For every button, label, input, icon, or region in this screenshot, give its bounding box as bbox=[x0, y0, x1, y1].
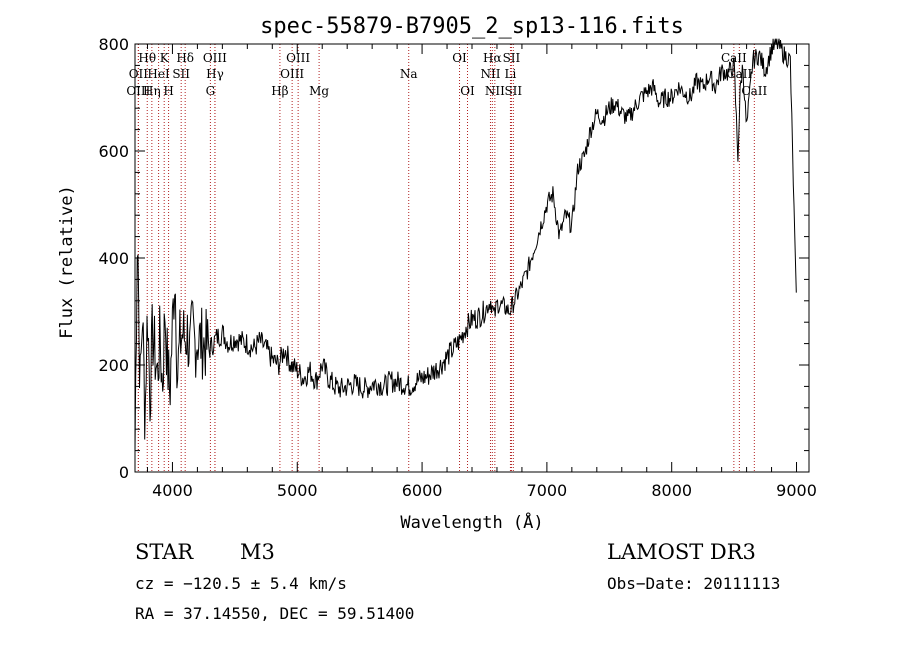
y-tick-label: 200 bbox=[98, 356, 129, 375]
line-label: Hβ bbox=[271, 84, 288, 98]
chart-title: spec-55879-B7905_2_sp13-116.fits bbox=[260, 14, 684, 39]
line-label: OI bbox=[452, 51, 467, 65]
x-axis-ticks: 4000 5000 6000 7000 8000 9000 bbox=[146, 44, 817, 500]
line-label: OIII bbox=[286, 51, 310, 65]
obs-date-text: Obs−Date: 20111113 bbox=[607, 574, 781, 593]
x-tick-label: 5000 bbox=[277, 481, 318, 500]
line-label: SII bbox=[503, 51, 521, 65]
line-label: Hδ bbox=[176, 51, 194, 65]
y-tick-label: 0 bbox=[119, 463, 129, 482]
line-label: Hη bbox=[143, 84, 161, 98]
line-label: Hα bbox=[483, 51, 502, 65]
y-tick-label: 800 bbox=[98, 35, 129, 54]
y-tick-label: 400 bbox=[98, 249, 129, 268]
line-label: OIII bbox=[203, 51, 227, 65]
line-label: OIII bbox=[126, 84, 150, 98]
spectrum-line bbox=[134, 38, 797, 452]
line-label: Hγ bbox=[206, 67, 224, 81]
x-tick-label: 7000 bbox=[527, 481, 568, 500]
line-label: CaII bbox=[741, 84, 767, 98]
line-label: NII bbox=[485, 84, 505, 98]
redshift-text: cz = −120.5 ± 5.4 km/s bbox=[135, 574, 347, 593]
emission-line-markers bbox=[137, 44, 755, 472]
spectrum-series bbox=[134, 38, 797, 452]
line-label: OII bbox=[129, 67, 149, 81]
y-tick-label: 600 bbox=[98, 142, 129, 161]
line-label: OI bbox=[460, 84, 475, 98]
object-subclass: M3 bbox=[240, 540, 275, 564]
line-label: SII bbox=[504, 84, 522, 98]
x-tick-label: 9000 bbox=[776, 481, 817, 500]
line-label: Na bbox=[400, 67, 418, 81]
x-tick-label: 6000 bbox=[402, 481, 443, 500]
plot-frame bbox=[134, 43, 810, 473]
x-axis-label: Wavelength (Å) bbox=[400, 511, 543, 533]
line-label: K bbox=[160, 51, 170, 65]
coordinates-text: RA = 37.14550, DEC = 59.51400 bbox=[135, 604, 415, 623]
line-label: SII bbox=[172, 67, 190, 81]
line-label: Mg bbox=[309, 84, 329, 98]
line-label: OIII bbox=[280, 67, 304, 81]
line-label: Hθ bbox=[138, 51, 156, 65]
line-label: G bbox=[206, 84, 216, 98]
line-label: CaII bbox=[726, 67, 752, 81]
line-label: NII bbox=[480, 67, 500, 81]
x-tick-label: 4000 bbox=[152, 481, 193, 500]
line-label: Li bbox=[505, 67, 517, 81]
y-axis-label: Flux (relative) bbox=[57, 185, 77, 339]
y-axis-ticks: 0 200 400 600 800 bbox=[98, 35, 809, 482]
x-tick-label: 8000 bbox=[651, 481, 692, 500]
survey-name: LAMOST DR3 bbox=[607, 540, 756, 564]
line-label: HeI bbox=[147, 67, 170, 81]
emission-line-labels: HθOIIOIIIHηHeIKHSIIHδGOIIIHγHβOIIIOIIIMg… bbox=[126, 51, 767, 98]
line-label: H bbox=[163, 84, 173, 98]
object-class: STAR bbox=[135, 540, 194, 564]
